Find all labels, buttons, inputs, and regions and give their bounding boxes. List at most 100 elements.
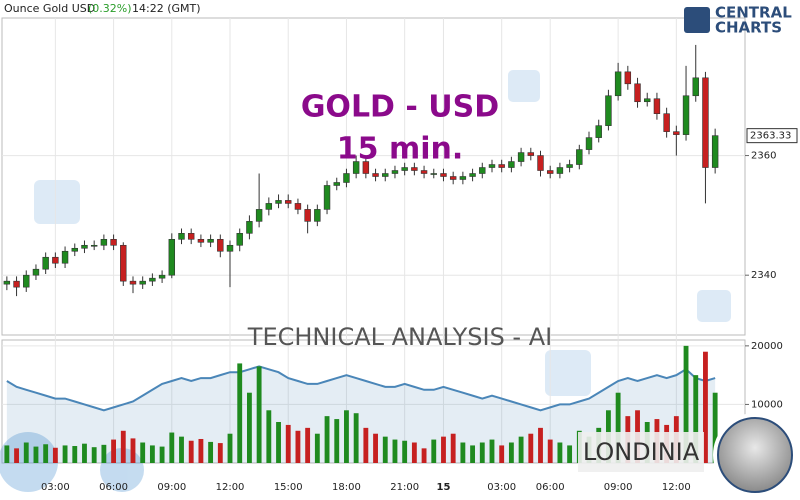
candle-body bbox=[576, 149, 583, 165]
y-tick-label: 20000 bbox=[751, 341, 783, 352]
volume-bar bbox=[557, 442, 563, 463]
avatar bbox=[717, 417, 793, 493]
candle-body bbox=[110, 239, 117, 246]
volume-bar bbox=[33, 446, 39, 463]
candle-body bbox=[479, 167, 486, 174]
candle-body bbox=[605, 95, 612, 126]
x-tick-label: 09:00 bbox=[157, 482, 186, 493]
candle-body bbox=[527, 152, 535, 156]
volume-bar bbox=[712, 392, 718, 463]
volume-bar bbox=[140, 442, 146, 463]
volume-bar bbox=[52, 447, 58, 463]
volume-bar bbox=[421, 448, 427, 463]
icon bbox=[508, 70, 540, 102]
brand: LONDINIA bbox=[583, 438, 700, 466]
candle-body bbox=[42, 256, 49, 270]
candle-body bbox=[314, 209, 321, 222]
candle-body bbox=[265, 203, 273, 210]
candle-body bbox=[595, 125, 602, 138]
candle-body bbox=[440, 173, 447, 177]
candle-body bbox=[158, 274, 166, 279]
volume-bar bbox=[538, 427, 543, 463]
volume-bar bbox=[169, 432, 175, 463]
volume-bar bbox=[91, 447, 97, 463]
volume-bar bbox=[120, 430, 126, 463]
candle-body bbox=[32, 268, 40, 276]
volume-bar bbox=[149, 445, 155, 463]
time: 14:22 (GMT) bbox=[132, 2, 201, 15]
candle-body bbox=[139, 280, 146, 285]
candle-body bbox=[120, 244, 127, 282]
volume-bar bbox=[198, 438, 204, 463]
candle-body bbox=[556, 167, 564, 174]
candle-body bbox=[711, 135, 719, 168]
volume-bar bbox=[353, 413, 359, 463]
volume-bar bbox=[276, 422, 281, 463]
volume-bar bbox=[518, 436, 524, 463]
candle-body bbox=[663, 113, 670, 132]
x-tick-label: 15 bbox=[437, 482, 451, 493]
change: (0.32%) bbox=[88, 2, 132, 15]
candle-body bbox=[255, 209, 263, 222]
y-tick-label: 2340 bbox=[751, 270, 776, 281]
volume-bar bbox=[683, 345, 689, 463]
last-price: 2363.33 bbox=[750, 131, 791, 142]
y-tick-label: 10000 bbox=[751, 399, 783, 410]
volume-bar bbox=[431, 439, 437, 463]
volume-bar bbox=[72, 446, 78, 463]
candle-body bbox=[52, 256, 59, 264]
icon bbox=[697, 290, 731, 322]
candle-body bbox=[304, 209, 311, 222]
volume-bar bbox=[567, 445, 573, 463]
x-tick-label: 06:00 bbox=[99, 482, 128, 493]
candle-body bbox=[614, 71, 622, 97]
volume-bar bbox=[111, 439, 117, 463]
volume-bar bbox=[159, 446, 165, 463]
candle-body bbox=[702, 77, 709, 168]
candle-body bbox=[692, 77, 699, 97]
volume-bar bbox=[344, 410, 349, 463]
candle-body bbox=[624, 71, 632, 85]
instrument: Ounce Gold USD bbox=[4, 2, 95, 15]
volume-bar bbox=[305, 427, 311, 463]
candle-body bbox=[372, 173, 379, 177]
volume-bar bbox=[547, 439, 553, 463]
candle-body bbox=[13, 280, 20, 288]
candle-body bbox=[682, 95, 690, 135]
candle-body bbox=[391, 170, 399, 174]
candle-body bbox=[187, 233, 195, 240]
x-tick-label: 12:00 bbox=[662, 482, 691, 493]
y-tick-label: 2360 bbox=[751, 151, 776, 162]
volume-bar bbox=[237, 363, 243, 463]
candle-body bbox=[207, 239, 214, 243]
candle-body bbox=[644, 98, 651, 103]
volume-bar bbox=[450, 433, 456, 463]
volume-bar bbox=[693, 375, 699, 463]
candle-body bbox=[469, 173, 476, 177]
volume-bar bbox=[479, 442, 485, 463]
candle-body bbox=[23, 274, 30, 288]
volume-bar bbox=[615, 392, 621, 463]
candle-body bbox=[294, 203, 302, 210]
candle-body bbox=[537, 155, 544, 171]
candle-body bbox=[236, 233, 243, 246]
candle-body bbox=[197, 239, 205, 243]
volume-bar bbox=[470, 445, 476, 463]
candle-body bbox=[498, 164, 505, 168]
volume-bar bbox=[256, 366, 262, 463]
brand-box bbox=[578, 432, 704, 472]
volume-bar bbox=[14, 448, 19, 463]
candle-body bbox=[168, 239, 176, 276]
candle-body bbox=[129, 280, 137, 285]
x-tick-label: 12:00 bbox=[216, 482, 245, 493]
volume-bar bbox=[703, 351, 708, 463]
candle-body bbox=[3, 280, 11, 285]
chart-subtitle: 15 min. bbox=[337, 132, 464, 167]
volume-bar bbox=[101, 444, 107, 463]
volume-bar bbox=[499, 445, 505, 463]
candle-body bbox=[401, 167, 408, 171]
candle-body bbox=[90, 244, 98, 247]
candle-body bbox=[323, 185, 331, 210]
x-tick-label: 18:00 bbox=[332, 482, 361, 493]
